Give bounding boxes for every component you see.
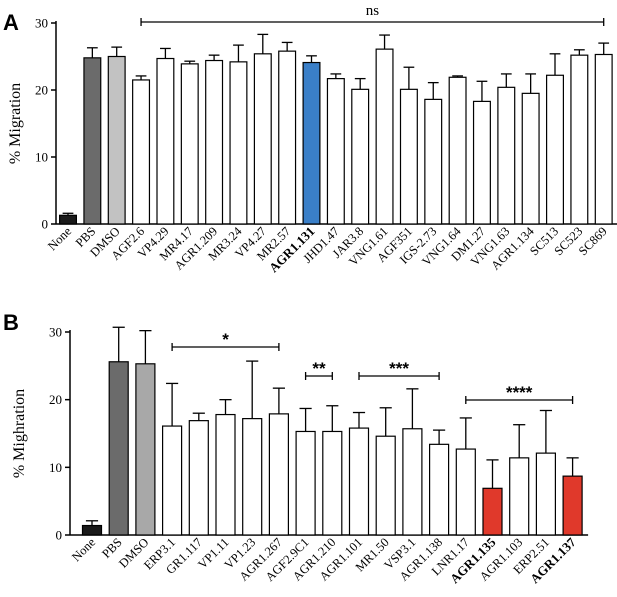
chart-panel-a: A% Migration0102030NonePBSDMSOAGF2.6VP4.… — [3, 3, 617, 275]
bar — [521, 92, 540, 225]
significance-label: * — [222, 330, 229, 349]
y-axis-label: % Migration — [7, 83, 24, 164]
y-tick-label: 10 — [49, 460, 62, 475]
bar — [448, 76, 467, 225]
bar — [402, 428, 423, 536]
y-tick-label: 10 — [35, 150, 48, 165]
bar — [509, 457, 530, 536]
panel-letter: A — [3, 10, 19, 35]
bar — [132, 79, 151, 225]
bar — [348, 427, 370, 536]
bar — [482, 487, 503, 536]
bar — [472, 100, 491, 225]
bar — [326, 78, 345, 225]
y-tick-label: 0 — [56, 528, 63, 543]
bar — [455, 448, 476, 536]
x-tick-label: None — [69, 535, 98, 564]
significance-label: ** — [312, 359, 326, 378]
bar — [375, 48, 394, 225]
bar — [58, 214, 77, 225]
significance-label: *** — [389, 359, 409, 378]
bar — [424, 98, 443, 225]
significance-label: ns — [366, 3, 380, 19]
bar — [215, 413, 236, 536]
bar — [545, 74, 564, 225]
bar — [180, 63, 199, 225]
bar — [295, 430, 316, 536]
bar — [429, 443, 450, 536]
bar — [497, 86, 516, 225]
panel-letter: B — [3, 310, 19, 335]
bar — [107, 55, 126, 225]
bar — [375, 435, 396, 536]
bar — [156, 57, 175, 225]
bar — [278, 50, 297, 225]
bar — [81, 524, 103, 536]
bar — [302, 61, 321, 225]
bar — [535, 452, 557, 536]
bar — [83, 57, 102, 225]
bar — [253, 53, 272, 225]
y-tick-label: 20 — [49, 392, 62, 407]
bar — [108, 361, 129, 536]
bar — [594, 53, 613, 225]
bar — [351, 88, 370, 225]
bar — [268, 413, 289, 536]
bar — [188, 420, 209, 536]
bar — [242, 418, 263, 536]
bar — [229, 61, 248, 225]
bar — [205, 59, 224, 225]
y-tick-label: 30 — [49, 325, 62, 340]
y-tick-label: 0 — [42, 217, 49, 232]
bar — [322, 430, 343, 536]
x-tick-label: SC869 — [576, 224, 610, 258]
bar — [399, 88, 418, 225]
x-tick-label: None — [45, 224, 74, 253]
bar — [562, 475, 583, 536]
y-tick-label: 20 — [35, 83, 48, 98]
significance-label: **** — [506, 383, 533, 402]
bar — [570, 54, 589, 225]
y-axis-label: % Mighration — [11, 389, 28, 478]
y-tick-label: 30 — [35, 16, 48, 31]
bar — [135, 363, 156, 536]
bar — [162, 425, 183, 536]
